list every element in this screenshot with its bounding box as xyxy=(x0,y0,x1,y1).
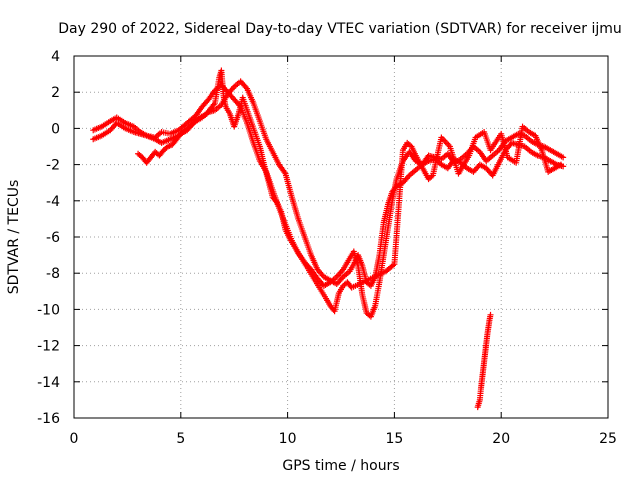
x-tick-label: 15 xyxy=(385,431,403,447)
series-track-c xyxy=(135,67,565,315)
y-tick-label: -8 xyxy=(46,266,60,282)
x-tick-label: 25 xyxy=(599,431,617,447)
grid xyxy=(74,56,608,418)
data-point xyxy=(558,161,565,168)
series-track-b xyxy=(90,78,567,289)
x-tick-labels: 0 5 10 15 20 25 xyxy=(70,431,617,447)
y-tick-label: 2 xyxy=(51,85,60,101)
x-axis-label: GPS time / hours xyxy=(282,458,399,474)
y-tick-labels: -16 -14 -12 -10 -8 -6 -4 -2 0 2 4 xyxy=(37,49,60,427)
series-track-d xyxy=(474,311,494,411)
axis-ticks xyxy=(73,55,609,419)
data-point xyxy=(560,154,567,161)
y-tick-label: -14 xyxy=(37,375,60,391)
y-tick-label: 0 xyxy=(51,121,60,137)
data-point xyxy=(487,311,494,318)
y-tick-label: 4 xyxy=(51,49,60,65)
x-tick-label: 5 xyxy=(176,431,185,447)
x-tick-label: 20 xyxy=(492,431,510,447)
y-tick-label: -16 xyxy=(37,411,60,427)
y-tick-label: -6 xyxy=(46,230,60,246)
x-tick-label: 0 xyxy=(70,431,79,447)
y-tick-label: -2 xyxy=(46,158,60,174)
y-tick-label: -12 xyxy=(37,339,60,355)
y-axis-label: SDTVAR / TECUs xyxy=(6,180,22,295)
chart-title: Day 290 of 2022, Sidereal Day-to-day VTE… xyxy=(58,21,622,37)
data-point xyxy=(272,198,279,205)
x-tick-label: 10 xyxy=(279,431,297,447)
y-tick-label: -10 xyxy=(37,302,60,318)
plot-area xyxy=(90,67,567,411)
y-tick-label: -4 xyxy=(46,194,60,210)
